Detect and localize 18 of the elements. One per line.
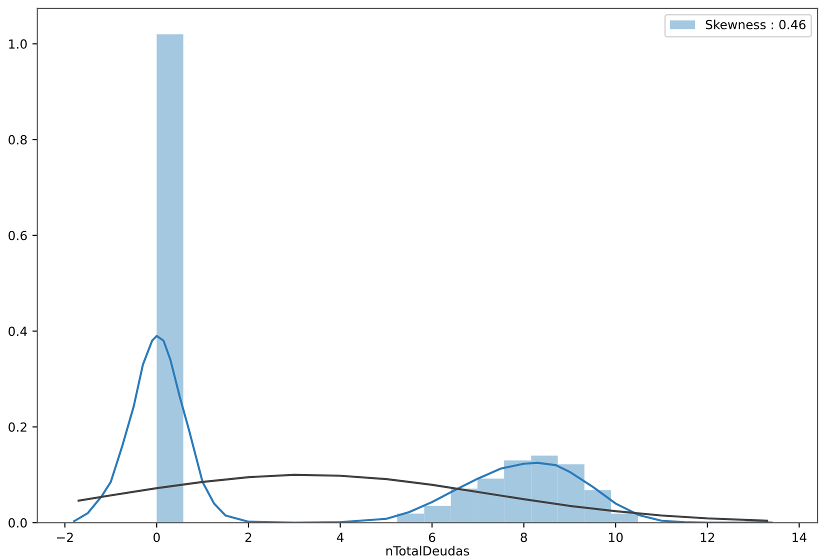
line-series — [73, 334, 773, 523]
x-tick-label: −2 — [56, 532, 73, 542]
y-tick-label: 1.0 — [9, 39, 27, 49]
x-tick-label: 6 — [428, 532, 436, 542]
y-tick-label: 0.6 — [8, 230, 27, 240]
x-axis-title: nTotalDeudas — [386, 546, 470, 556]
x-tick-label: 2 — [245, 532, 252, 542]
y-tick-label: 0.2 — [8, 422, 26, 432]
x-tick-label: 14 — [792, 532, 806, 542]
x-tick-label: 4 — [336, 532, 344, 542]
legend-label: Skewness : 0.46 — [706, 20, 806, 30]
x-tick-label: 10 — [609, 532, 623, 542]
y-tick-label: 0.0 — [8, 518, 27, 528]
x-tick-label: 8 — [520, 532, 527, 542]
y-tick-label: 0.4 — [8, 326, 27, 336]
x-tick-label: 12 — [700, 532, 714, 542]
y-tick-label: 0.8 — [8, 135, 27, 145]
x-tick-label: 0 — [154, 532, 160, 542]
